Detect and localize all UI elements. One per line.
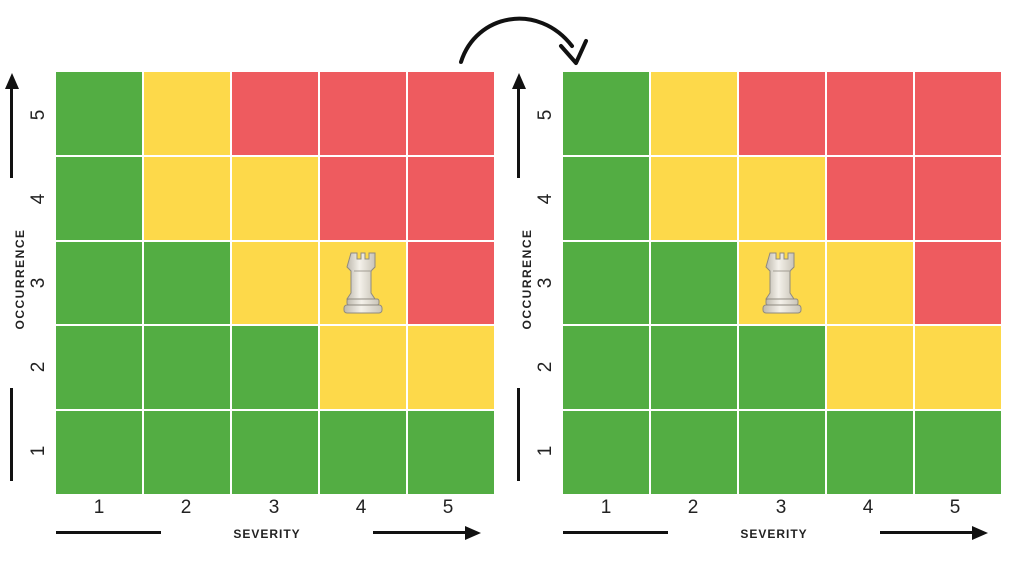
- chess-rook-icon: [762, 252, 802, 314]
- matrix-cell: [320, 72, 406, 155]
- matrix-cell: [320, 411, 406, 494]
- matrix-cell: [651, 326, 737, 410]
- x-tick-label: 3: [268, 497, 280, 518]
- matrix-cell: [320, 326, 406, 410]
- matrix-cell: [563, 326, 649, 410]
- y-axis-arrow-up-icon: [4, 73, 19, 89]
- matrix-cell: [320, 156, 406, 240]
- risk-matrix-before: 5 4 3 2 1 1 2 3 4 5 OCCURRENCE SEVERITY: [0, 0, 510, 576]
- matrix-cell: [232, 411, 318, 494]
- chess-rook-icon: [343, 252, 383, 314]
- risk-matrix-after: 5 4 3 2 1 1 2 3 4 5 OCCURRENCE SEVERITY: [507, 0, 1017, 576]
- matrix-cell: [651, 72, 737, 155]
- matrix-cell: [232, 156, 318, 240]
- matrix-cell: [563, 411, 649, 494]
- matrix-cell: [144, 411, 230, 494]
- matrix-cell: [408, 72, 494, 155]
- matrix-cell: [144, 72, 230, 155]
- matrix-cell: [915, 156, 1001, 240]
- x-tick-label: 5: [442, 497, 454, 518]
- matrix-cell: [827, 156, 913, 240]
- matrix-cell: [563, 72, 649, 155]
- matrix-cell: [739, 156, 825, 240]
- matrix-cell: [563, 156, 649, 240]
- x-axis-line-right: [880, 531, 972, 534]
- matrix-cell: [320, 241, 406, 325]
- x-tick-label: 2: [687, 497, 699, 518]
- matrix-cell: [408, 156, 494, 240]
- matrix-cell: [827, 411, 913, 494]
- y-axis-line-upper: [10, 86, 13, 178]
- matrix-cell: [56, 241, 142, 325]
- matrix-cell: [651, 411, 737, 494]
- x-tick-label: 1: [600, 497, 612, 518]
- x-axis-label: SEVERITY: [740, 527, 808, 541]
- x-tick-label: 4: [862, 497, 874, 518]
- x-tick-label: 3: [775, 497, 787, 518]
- matrix-cell: [563, 241, 649, 325]
- matrix-cell: [56, 326, 142, 410]
- x-axis-line-left: [563, 531, 668, 534]
- matrix-cell: [827, 72, 913, 155]
- matrix-cell: [651, 241, 737, 325]
- matrix-cell: [408, 411, 494, 494]
- x-axis-line-right: [373, 531, 465, 534]
- matrix-cell: [408, 326, 494, 410]
- x-tick-label: 2: [180, 497, 192, 518]
- y-axis-line-lower: [10, 388, 13, 481]
- matrix-cell: [915, 411, 1001, 494]
- matrix-cell: [827, 326, 913, 410]
- matrix-cell: [232, 326, 318, 410]
- x-axis-label: SEVERITY: [233, 527, 301, 541]
- matrix-cell: [739, 241, 825, 325]
- matrix-cell: [651, 156, 737, 240]
- matrix-grid: [56, 72, 494, 494]
- y-axis-line-lower: [517, 388, 520, 481]
- x-tick-label: 4: [355, 497, 367, 518]
- x-axis-arrow-right-icon: [972, 525, 988, 540]
- matrix-cell: [56, 411, 142, 494]
- matrix-grid: [563, 72, 1001, 494]
- matrix-cell: [144, 156, 230, 240]
- matrix-cell: [144, 326, 230, 410]
- matrix-cell: [232, 241, 318, 325]
- matrix-cell: [915, 72, 1001, 155]
- matrix-cell: [56, 156, 142, 240]
- matrix-cell: [56, 72, 142, 155]
- matrix-cell: [408, 241, 494, 325]
- matrix-cell: [915, 241, 1001, 325]
- y-axis-arrow-up-icon: [511, 73, 526, 89]
- matrix-cell: [144, 241, 230, 325]
- x-axis-line-left: [56, 531, 161, 534]
- y-axis-line-upper: [517, 86, 520, 178]
- matrix-cell: [739, 411, 825, 494]
- matrix-cell: [739, 326, 825, 410]
- x-tick-label: 1: [93, 497, 105, 518]
- x-tick-label: 5: [949, 497, 961, 518]
- matrix-cell: [739, 72, 825, 155]
- matrix-cell: [232, 72, 318, 155]
- matrix-cell: [915, 326, 1001, 410]
- matrix-cell: [827, 241, 913, 325]
- x-axis-arrow-right-icon: [465, 525, 481, 540]
